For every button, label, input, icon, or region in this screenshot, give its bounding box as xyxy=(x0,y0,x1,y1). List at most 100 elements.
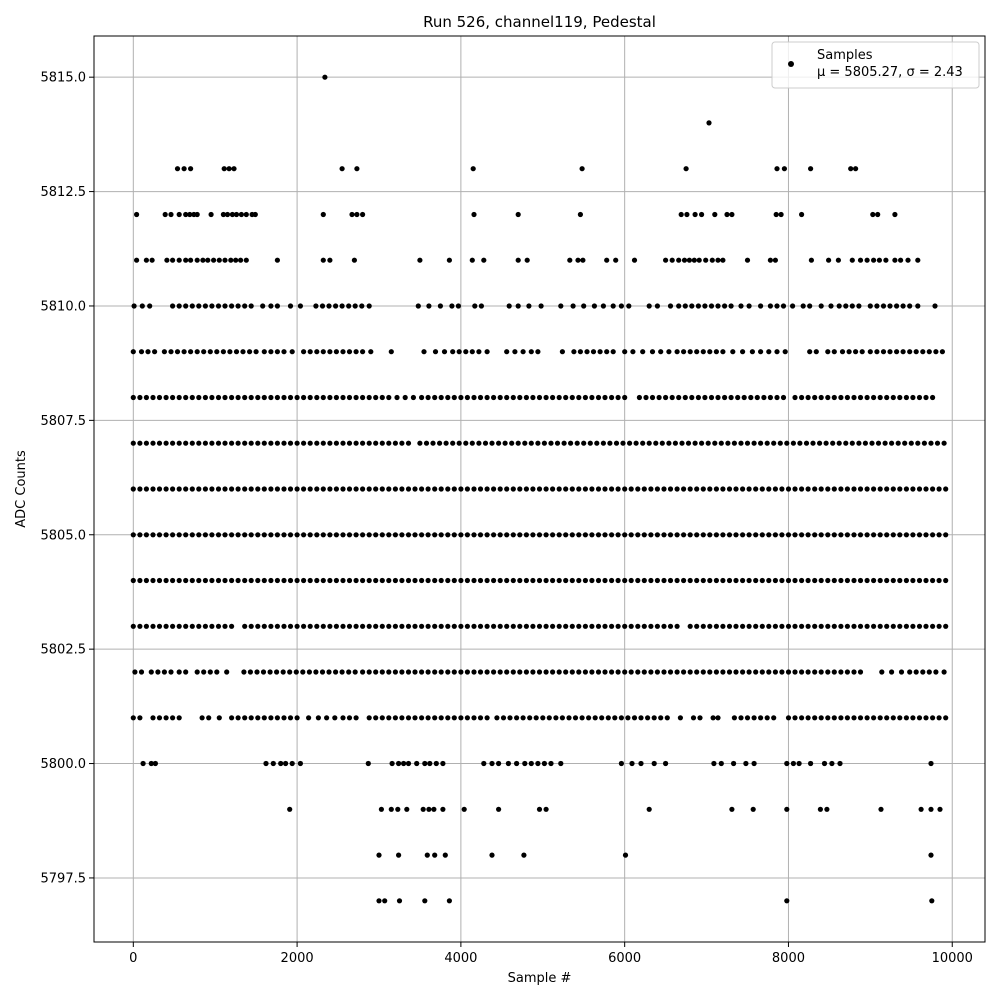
data-point xyxy=(477,715,484,721)
data-point xyxy=(800,303,806,309)
data-point xyxy=(812,669,818,675)
data-point xyxy=(421,349,427,355)
data-point xyxy=(242,532,248,538)
y-tick-label: 5800.0 xyxy=(41,757,87,772)
data-point xyxy=(458,623,464,629)
data-point xyxy=(248,715,254,721)
data-point xyxy=(176,257,182,263)
data-point xyxy=(515,440,521,446)
data-point xyxy=(916,623,923,629)
data-point xyxy=(379,486,385,492)
data-point xyxy=(517,577,523,584)
data-point xyxy=(471,715,477,721)
data-point xyxy=(831,394,837,401)
data-point xyxy=(209,577,215,584)
data-point xyxy=(589,486,595,492)
data-point xyxy=(235,532,241,538)
data-point xyxy=(194,211,200,218)
data-point xyxy=(432,532,438,538)
data-point xyxy=(255,577,261,584)
data-point xyxy=(405,760,412,767)
data-point xyxy=(314,349,320,355)
data-point xyxy=(818,303,824,309)
data-point xyxy=(242,394,248,401)
data-point xyxy=(751,760,757,767)
data-point xyxy=(871,532,877,538)
data-point xyxy=(656,394,662,401)
data-point xyxy=(663,760,669,767)
data-point xyxy=(743,760,749,767)
data-point xyxy=(626,303,632,309)
data-point xyxy=(432,577,438,584)
data-point xyxy=(287,715,294,721)
data-point xyxy=(274,577,280,584)
data-point xyxy=(143,440,149,446)
data-point xyxy=(489,440,495,446)
data-point xyxy=(274,669,280,675)
data-point xyxy=(199,715,205,721)
data-point xyxy=(497,577,503,584)
data-point xyxy=(753,532,759,538)
data-point xyxy=(202,486,208,492)
data-point xyxy=(353,349,359,355)
data-point xyxy=(589,532,595,538)
data-point xyxy=(785,486,792,492)
data-point xyxy=(491,669,497,675)
data-point xyxy=(592,715,598,721)
data-point xyxy=(813,349,819,355)
data-point xyxy=(496,806,502,812)
data-point xyxy=(528,440,534,446)
data-point xyxy=(463,440,469,446)
data-point xyxy=(828,303,834,309)
data-point xyxy=(346,349,353,355)
data-point xyxy=(536,669,543,675)
data-point xyxy=(851,532,857,538)
data-point xyxy=(209,532,215,538)
data-point xyxy=(543,486,549,492)
data-point xyxy=(412,577,418,584)
data-point xyxy=(215,623,222,629)
data-point xyxy=(536,486,543,492)
data-point xyxy=(188,166,194,172)
data-point xyxy=(366,394,372,401)
data-point xyxy=(417,257,423,263)
data-point xyxy=(915,303,921,309)
data-point xyxy=(903,715,910,721)
data-point xyxy=(352,669,358,675)
data-point xyxy=(669,394,675,401)
data-point xyxy=(646,440,652,446)
data-point xyxy=(628,486,634,492)
data-point xyxy=(261,715,267,721)
data-point xyxy=(130,349,136,355)
data-point xyxy=(705,440,711,446)
data-point xyxy=(376,852,382,858)
data-point xyxy=(681,486,687,492)
data-point xyxy=(824,806,830,812)
data-point xyxy=(419,532,425,538)
data-point xyxy=(463,349,469,355)
data-point xyxy=(722,303,728,309)
data-point xyxy=(630,349,636,355)
data-point xyxy=(366,577,372,584)
data-point xyxy=(216,257,222,263)
data-point xyxy=(156,532,163,538)
data-point xyxy=(930,577,936,584)
data-point xyxy=(235,715,241,721)
data-point xyxy=(314,532,320,538)
data-point xyxy=(320,257,326,263)
data-point xyxy=(496,440,502,446)
data-point xyxy=(686,257,693,263)
data-point xyxy=(807,303,813,309)
data-point xyxy=(419,486,425,492)
data-point xyxy=(138,349,145,355)
data-point xyxy=(379,669,385,675)
data-point xyxy=(615,486,621,492)
data-point xyxy=(194,257,200,263)
data-point xyxy=(729,211,735,218)
data-point xyxy=(729,806,735,812)
data-point xyxy=(902,440,908,446)
data-point xyxy=(916,486,923,492)
data-point xyxy=(635,623,641,629)
data-point xyxy=(536,532,543,538)
data-point xyxy=(844,715,851,721)
